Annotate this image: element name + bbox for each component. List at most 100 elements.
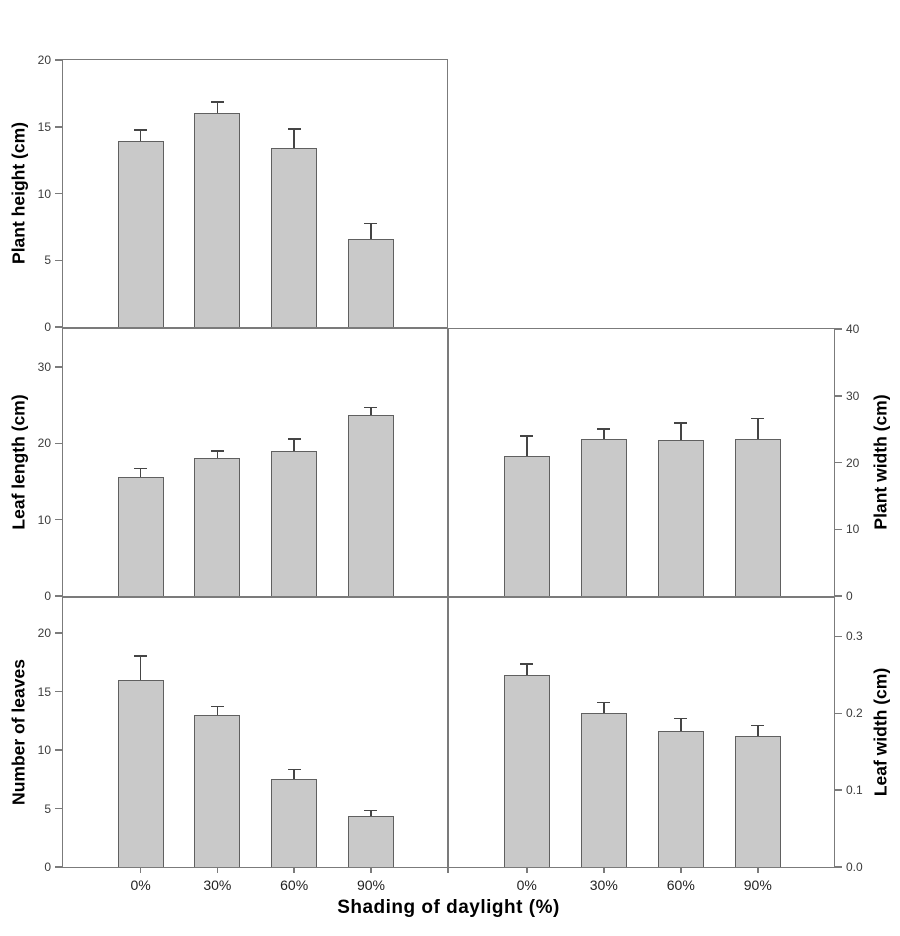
y-axis-tick [55, 632, 62, 634]
error-bar-line [370, 406, 372, 416]
axis-divider-tick [447, 868, 449, 873]
error-bar-cap [364, 809, 378, 812]
y-axis-tick [835, 328, 842, 330]
bar [194, 113, 241, 327]
y-axis-tick [55, 366, 62, 368]
y-tick-label: 15 [37, 684, 51, 699]
x-category-label: 0% [130, 877, 151, 893]
error-bar-line [293, 128, 295, 149]
error-bar-cap [210, 450, 224, 452]
error-bar-line [757, 724, 759, 737]
x-axis-tick [680, 867, 682, 873]
y-tick-label: 0 [44, 860, 51, 874]
panel-leaf-length: 0 10 20 30 [38, 328, 448, 603]
error-bar-line [139, 655, 142, 680]
bar [734, 439, 781, 596]
error-bar-cap [751, 417, 765, 420]
y-tick-label: 20 [37, 436, 51, 451]
y-tick-label: 5 [44, 253, 51, 268]
y-tick-label: 0.3 [846, 629, 863, 644]
y-axis-tick [835, 395, 842, 397]
y-tick-label: 0 [44, 589, 51, 603]
panel-plant-height: 0 5 10 15 20 [38, 53, 448, 334]
bar [271, 779, 318, 867]
bar [117, 679, 164, 867]
y-axis-tick [55, 866, 62, 868]
error-bar-cap [134, 129, 148, 131]
y-tick-label: 30 [37, 360, 51, 375]
panel-plant-width: 0 10 20 30 40 [448, 322, 859, 603]
y-axis-tick [55, 749, 62, 751]
panel-leaf-width: 0.0 0.1 0.2 0.3 0% 30% 60% 90% [448, 597, 863, 893]
error-bar-cap [597, 428, 611, 430]
y-tick-label: 20 [37, 626, 51, 641]
error-bar-cap [134, 467, 148, 470]
error-bar-cap [134, 655, 148, 657]
x-category-label: 60% [666, 877, 695, 893]
y-tick-label: 10 [37, 512, 51, 527]
x-category-label: 90% [743, 877, 772, 893]
y-tick-label: 15 [37, 119, 51, 134]
y-tick-label: 0.0 [846, 860, 863, 874]
bar [580, 439, 627, 596]
error-bar-line [293, 438, 295, 452]
x-axis-title: Shading of daylight (%) [337, 897, 560, 918]
x-category-label: 30% [589, 877, 618, 893]
bar [503, 674, 550, 867]
y-axis-tick [55, 326, 62, 328]
y-axis-tick [55, 259, 62, 261]
y-axis-tick [835, 635, 842, 638]
x-axis-tick [370, 867, 372, 873]
y-axis-tick [55, 192, 62, 195]
x-axis-tick [139, 867, 142, 873]
y-tick-label: 0.2 [846, 706, 863, 721]
bar [271, 451, 318, 596]
bar [503, 455, 550, 596]
y-tick-label: 10 [37, 186, 51, 201]
x-axis-tick [216, 867, 219, 873]
y-axis-tick [55, 126, 62, 128]
y-tick-label: 20 [846, 455, 860, 470]
error-bar-line [757, 417, 759, 440]
x-category-label: 90% [356, 877, 385, 893]
y-tick-label: 20 [37, 53, 51, 67]
error-bar-cap [751, 724, 765, 727]
error-bar-line [370, 809, 372, 816]
error-bar-line [603, 428, 605, 440]
y-axis-tick [55, 442, 62, 445]
y-axis-tick [55, 518, 62, 521]
y-tick-label: 0 [44, 320, 51, 334]
y-tick-label: 30 [846, 388, 860, 403]
error-bar-cap [287, 438, 301, 440]
error-bar-cap [597, 701, 611, 704]
bar [347, 415, 394, 596]
error-bar-line [370, 222, 372, 239]
error-bar-cap [364, 222, 378, 225]
y-tick-label: 0.1 [846, 783, 863, 798]
error-bar-line [216, 705, 219, 715]
bar [194, 714, 241, 867]
bar [117, 477, 164, 596]
bar [580, 713, 627, 867]
y-tick-label: 5 [44, 801, 51, 816]
error-bar-cap [520, 663, 534, 665]
y-axis-tick [835, 712, 842, 715]
error-bar-line [216, 450, 219, 458]
y-axis-tick [55, 595, 62, 597]
bar [734, 736, 781, 867]
error-bar-line [526, 435, 528, 456]
error-bar-cap [520, 435, 534, 437]
y-axis-tick [835, 789, 842, 791]
y-tick-label: 10 [37, 743, 51, 758]
y-axis-tick [55, 807, 62, 810]
error-bar-line [139, 467, 142, 477]
error-bar-cap [674, 422, 688, 424]
error-bar-cap [287, 128, 301, 130]
error-bar-cap [674, 717, 688, 720]
x-axis-tick [293, 867, 295, 873]
y-axis-tick [55, 690, 62, 693]
bar [347, 238, 394, 327]
error-bar-line [526, 663, 528, 675]
x-axis-tick [526, 867, 528, 873]
